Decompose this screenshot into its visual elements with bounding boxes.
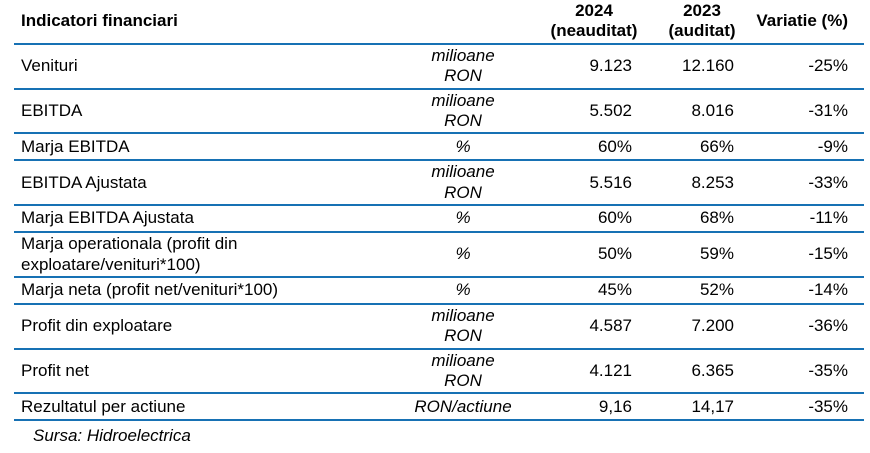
row-value-2024: 60% bbox=[597, 208, 632, 228]
row-indicator-label: Profit net bbox=[21, 360, 90, 380]
table-header-row: Indicatori financiari 2024 (neauditat) 2… bbox=[14, 0, 864, 45]
row-indicator-label: Rezultatul per actiune bbox=[21, 396, 186, 416]
table-body: Venituri milioane RON 9.123 12.160 -25% … bbox=[14, 45, 864, 422]
row-variation: -11% bbox=[809, 208, 848, 228]
row-indicator-label: Marja neta (profit net/venituri*100) bbox=[21, 280, 279, 300]
row-unit: milioane RON bbox=[431, 45, 495, 86]
header-2023: 2023 (auditat) bbox=[668, 1, 736, 41]
table-row: Marja operationala (profit din exploatar… bbox=[14, 233, 864, 278]
row-value-2024: 5.516 bbox=[589, 172, 632, 192]
table-row: Marja neta (profit net/venituri*100) % 4… bbox=[14, 278, 864, 305]
row-variation: -35% bbox=[808, 360, 848, 380]
row-indicator-label: Marja EBITDA bbox=[21, 136, 130, 156]
row-variation: -31% bbox=[808, 100, 848, 120]
row-value-2023: 59% bbox=[699, 244, 734, 264]
row-unit: RON/actiune bbox=[414, 396, 512, 416]
row-variation: -15% bbox=[808, 244, 848, 264]
row-value-2023: 66% bbox=[699, 136, 734, 156]
row-value-2024: 9.123 bbox=[589, 55, 632, 75]
row-unit: % bbox=[455, 208, 471, 228]
row-variation: -36% bbox=[808, 316, 848, 336]
row-unit: milioane RON bbox=[431, 305, 495, 346]
row-value-2024: 60% bbox=[597, 136, 632, 156]
row-value-2023: 8.253 bbox=[691, 172, 734, 192]
row-unit: % bbox=[455, 280, 471, 300]
table-row: Profit net milioane RON 4.121 6.365 -35% bbox=[14, 350, 864, 395]
table-row: Marja EBITDA Ajustata % 60% 68% -11% bbox=[14, 206, 864, 234]
row-value-2024: 4.121 bbox=[589, 360, 632, 380]
source-note: Sursa: Hidroelectrica bbox=[33, 426, 191, 446]
header-indicators: Indicatori financiari bbox=[21, 11, 178, 31]
table-row: EBITDA Ajustata milioane RON 5.516 8.253… bbox=[14, 161, 864, 207]
row-unit: % bbox=[455, 244, 471, 264]
row-value-2024: 4.587 bbox=[589, 316, 632, 336]
row-indicator-label: Profit din exploatare bbox=[21, 316, 173, 336]
row-value-2023: 7.200 bbox=[691, 316, 734, 336]
row-variation: -33% bbox=[808, 172, 848, 192]
row-value-2024: 45% bbox=[597, 280, 632, 300]
row-indicator-label: Marja EBITDA Ajustata bbox=[21, 208, 194, 228]
table-row: Venituri milioane RON 9.123 12.160 -25% bbox=[14, 45, 864, 90]
header-variation: Variatie (%) bbox=[756, 11, 848, 31]
row-indicator-label: EBITDA Ajustata bbox=[21, 172, 147, 192]
row-unit: milioane RON bbox=[431, 350, 495, 391]
table-row: EBITDA milioane RON 5.502 8.016 -31% bbox=[14, 90, 864, 135]
row-value-2024: 50% bbox=[597, 244, 632, 264]
table-row: Rezultatul per actiune RON/actiune 9,16 … bbox=[14, 394, 864, 422]
row-indicator-label: Venituri bbox=[21, 55, 78, 75]
row-unit: % bbox=[455, 136, 471, 156]
row-value-2023: 12.160 bbox=[682, 55, 734, 75]
row-value-2023: 52% bbox=[699, 280, 734, 300]
row-variation: -35% bbox=[808, 396, 848, 416]
financial-indicators-table: Indicatori financiari 2024 (neauditat) 2… bbox=[14, 0, 864, 447]
row-variation: -9% bbox=[817, 136, 848, 156]
row-value-2024: 9,16 bbox=[598, 396, 632, 416]
table-row: Marja EBITDA % 60% 66% -9% bbox=[14, 134, 864, 162]
row-value-2023: 68% bbox=[699, 208, 734, 228]
row-indicator-label: EBITDA bbox=[21, 100, 83, 120]
row-value-2023: 8.016 bbox=[691, 100, 734, 120]
row-value-2024: 5.502 bbox=[589, 100, 632, 120]
row-variation: -25% bbox=[808, 55, 848, 75]
table-row: Profit din exploatare milioane RON 4.587… bbox=[14, 305, 864, 350]
row-value-2023: 6.365 bbox=[691, 360, 734, 380]
row-indicator-label: Marja operationala (profit din exploatar… bbox=[21, 234, 238, 274]
row-unit: milioane RON bbox=[431, 90, 495, 130]
row-value-2023: 14,17 bbox=[691, 396, 734, 416]
row-variation: -14% bbox=[808, 280, 848, 300]
row-unit: milioane RON bbox=[431, 162, 495, 202]
header-2024: 2024 (neauditat) bbox=[550, 1, 638, 41]
